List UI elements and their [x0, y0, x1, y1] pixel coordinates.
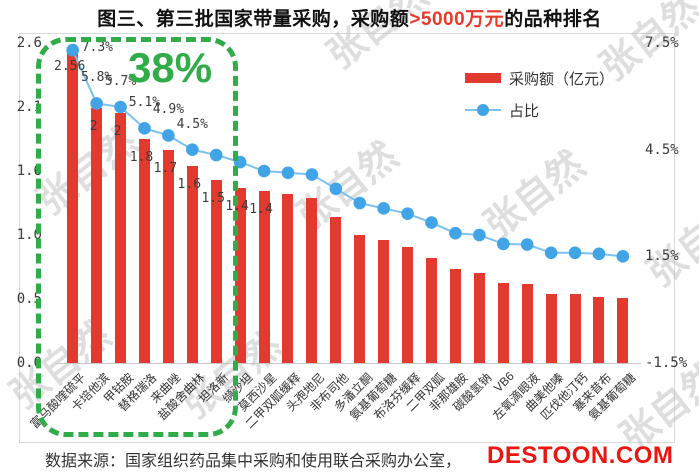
y-axis-tick-left: 0.0	[16, 355, 42, 371]
line-point	[568, 246, 582, 260]
bar-value-label: 1.6	[177, 177, 202, 193]
plot-frame	[19, 33, 675, 443]
y-axis-tick-right: -1.5%	[645, 355, 688, 371]
line-point	[425, 216, 438, 229]
bar	[306, 198, 318, 363]
bar-value-label: 1.5	[201, 190, 225, 206]
bar-value-label: 1.4	[249, 201, 273, 217]
bar	[354, 235, 366, 363]
bar	[234, 188, 246, 363]
legend-item-procurement[interactable]: 采购额（亿元）	[465, 66, 614, 90]
line-point-label: 5.7%	[104, 74, 137, 89]
destoon-logo[interactable]: DESTOON.COM	[487, 442, 674, 469]
line-point-label: 7.3%	[81, 40, 113, 56]
bar	[330, 216, 342, 363]
line-point	[66, 43, 79, 57]
line-point	[162, 129, 175, 142]
bar	[497, 283, 509, 363]
bar	[593, 296, 605, 363]
legend-label-share: 占比	[509, 102, 540, 120]
line-point	[186, 143, 199, 156]
line-point	[257, 164, 271, 178]
legend-label-procurement: 采购额（亿元）	[509, 70, 615, 88]
line-point-label: 4.9%	[152, 102, 185, 118]
y-axis-tick-left: 2.6	[16, 35, 42, 51]
line-point	[281, 166, 295, 180]
line-point	[138, 122, 151, 135]
y-axis-tick-left: 1.0	[16, 227, 42, 243]
line-point	[329, 182, 343, 196]
bar	[91, 108, 103, 363]
bar-value-label: 2	[89, 119, 98, 135]
highlight-dashed-box	[36, 37, 238, 437]
line-point	[209, 148, 223, 162]
line-point	[401, 207, 414, 220]
bar-value-label: 2	[113, 124, 122, 140]
bar	[426, 258, 437, 363]
title-suffix: 的品种排名	[504, 9, 602, 30]
line-point	[449, 226, 462, 240]
line-point	[592, 247, 606, 261]
line-point	[520, 238, 534, 251]
y-axis-tick-right: 7.5%	[645, 35, 679, 51]
bar	[402, 247, 414, 363]
bar	[521, 284, 533, 363]
legend-item-share[interactable]: 占比	[465, 98, 614, 122]
bar	[67, 47, 79, 363]
y-axis-tick-left: 1.6	[16, 163, 42, 179]
bar	[545, 294, 557, 363]
line-point	[114, 100, 127, 114]
bar	[569, 294, 581, 363]
bar-value-label: 1.7	[153, 161, 178, 177]
y-axis-tick-left: 0.5	[16, 291, 42, 307]
line-point	[305, 168, 319, 181]
bar	[282, 194, 294, 363]
title-prefix: 图三、第三批国家带量采购，采购额	[97, 9, 410, 30]
legend: 采购额（亿元） 占比	[465, 66, 614, 130]
line-series-swatch	[465, 104, 501, 116]
bar	[449, 269, 461, 363]
bar	[473, 273, 485, 363]
line-point-label: 4.5%	[176, 116, 208, 132]
title-highlight: >5000万元	[409, 9, 505, 30]
line-point	[473, 228, 486, 242]
bar	[258, 190, 270, 363]
bar	[115, 113, 127, 363]
bar	[138, 139, 150, 363]
highlight-percent-label: 38%	[128, 44, 213, 91]
line-point	[544, 246, 558, 260]
y-axis-tick-right: 4.5%	[645, 141, 679, 158]
line-point-label: 5.1%	[128, 95, 161, 111]
line-point	[377, 202, 390, 215]
line-point	[353, 196, 367, 210]
bar	[162, 150, 174, 363]
bar	[186, 166, 198, 363]
bar-series-swatch	[465, 73, 501, 83]
line-point-label: 5.8%	[80, 70, 113, 86]
bar	[378, 239, 390, 363]
line-point	[616, 250, 630, 263]
line-swatch-dot-icon	[477, 104, 489, 116]
bar	[210, 179, 222, 363]
y-axis-tick-right: 1.5%	[645, 248, 679, 265]
x-axis-line	[56, 363, 641, 364]
chart-title: 图三、第三批国家带量采购，采购额>5000万元的品种排名	[0, 4, 699, 31]
data-source-text: 数据来源：国家组织药品集中采购和使用联合采购办公室，	[45, 453, 462, 470]
y-axis-tick-left: 2.1	[16, 99, 42, 115]
line-point	[90, 97, 103, 110]
bar	[617, 297, 629, 363]
line-point	[496, 237, 510, 251]
bar-value-label: 1.8	[129, 150, 154, 165]
